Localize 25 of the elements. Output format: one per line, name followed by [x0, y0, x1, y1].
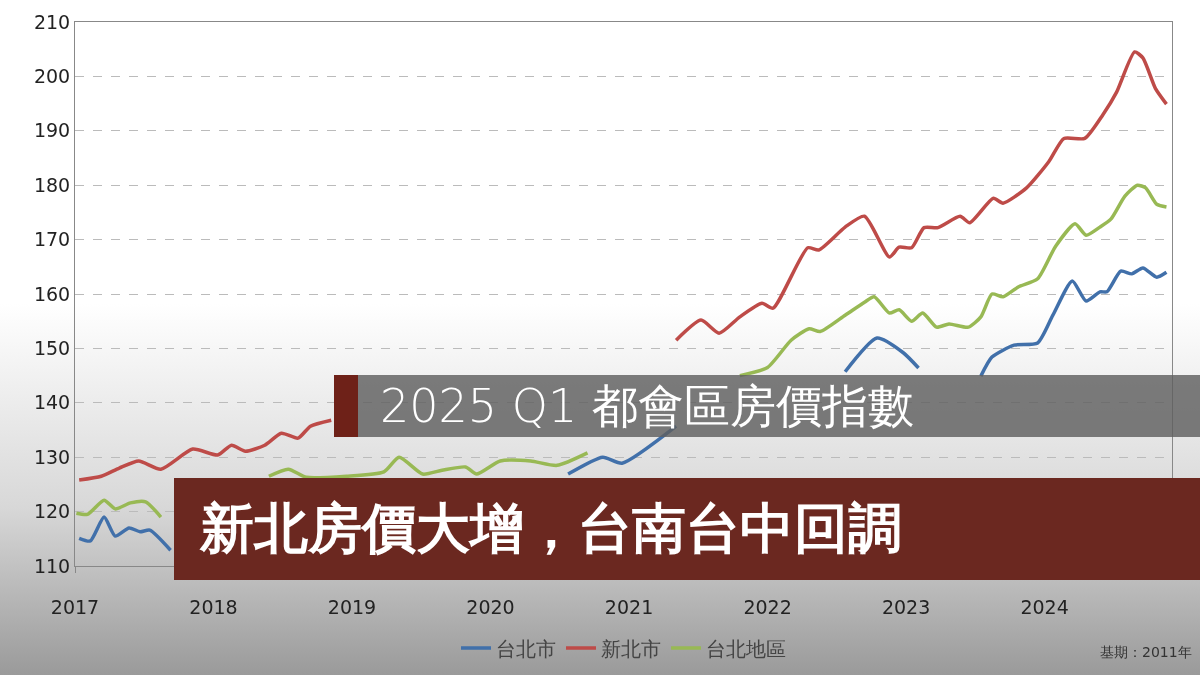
x-tick-label: 2021 [604, 595, 654, 618]
legend-label: 台北市 [496, 636, 556, 661]
text: 新北房價大增，台南台中回調 [198, 496, 902, 562]
y-tick-label: 190 [33, 119, 71, 142]
x-tick-label: 2020 [466, 595, 515, 618]
x-tick-label: 2022 [743, 595, 792, 618]
legend-label: 新北市 [601, 636, 661, 661]
y-tick-label: 180 [33, 173, 71, 196]
y-tick-label: 130 [33, 445, 71, 468]
x-tick-label: 2017 [50, 595, 100, 618]
y-tick-label: 140 [33, 391, 71, 414]
text: 2025 Q1 都會區房價指數 [379, 378, 914, 435]
text: 基期：2011年 [1100, 644, 1192, 660]
x-tick-label: 2018 [189, 595, 238, 618]
y-tick-label: 110 [33, 554, 71, 577]
y-tick-label: 200 [33, 65, 71, 88]
legend-label: 台北地區 [706, 636, 786, 661]
x-tick-label: 2023 [881, 595, 931, 618]
y-tick-label: 170 [33, 228, 71, 251]
y-tick-label: 120 [33, 500, 71, 523]
y-tick-label: 150 [33, 337, 71, 360]
x-tick-label: 2024 [1020, 595, 1069, 618]
y-tick-label: 210 [33, 10, 71, 33]
x-tick-label: 2019 [327, 595, 377, 618]
y-tick-label: 160 [33, 282, 71, 305]
